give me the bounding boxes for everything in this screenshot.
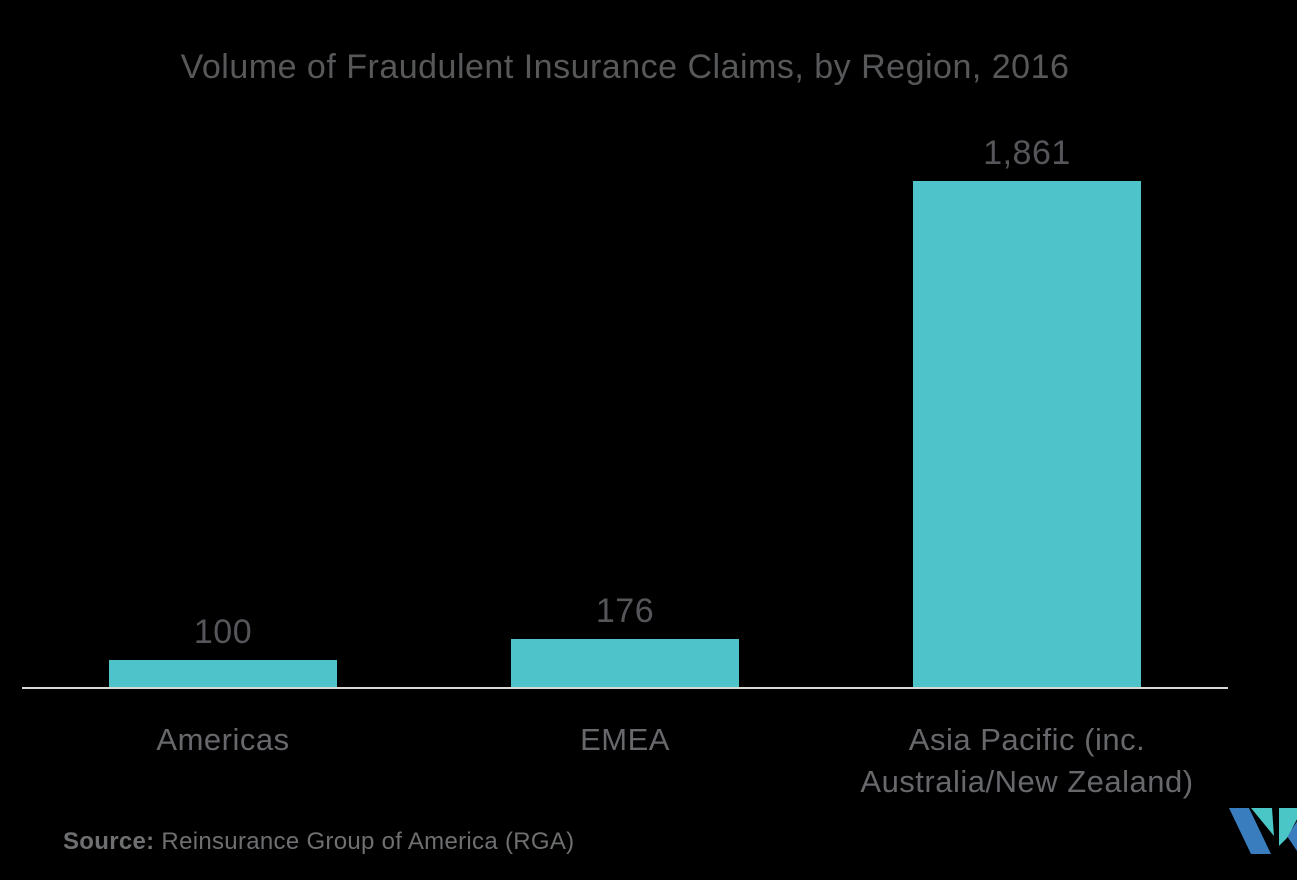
bar-group-emea: 176	[424, 592, 826, 687]
mordor-intelligence-logo	[1225, 806, 1297, 856]
category-label-emea: EMEA	[580, 722, 670, 757]
category-label-asia-pacific: Asia Pacific (inc. Australia/New Zealand…	[860, 722, 1194, 799]
category-axis: Americas EMEA Asia Pacific (inc. Austral…	[22, 707, 1228, 803]
bar-americas	[109, 660, 337, 687]
bar-group-americas: 100	[22, 613, 424, 687]
source-attribution: Source: Reinsurance Group of America (RG…	[63, 828, 574, 856]
bar-group-asia-pacific: 1,861	[826, 134, 1228, 687]
x-axis-line	[22, 687, 1228, 689]
bar-emea	[511, 639, 739, 687]
bar-value-label: 100	[193, 613, 253, 651]
bar-asia-pacific	[913, 181, 1141, 687]
source-label: Source:	[63, 828, 155, 855]
source-text: Reinsurance Group of America (RGA)	[154, 828, 575, 855]
chart-title: Volume of Fraudulent Insurance Claims, b…	[180, 48, 1070, 86]
bar-value-label: 176	[595, 592, 655, 630]
bar-value-label: 1,861	[983, 134, 1071, 172]
category-label-americas: Americas	[156, 722, 290, 757]
plot-area: 100 176 1,861	[22, 120, 1228, 687]
